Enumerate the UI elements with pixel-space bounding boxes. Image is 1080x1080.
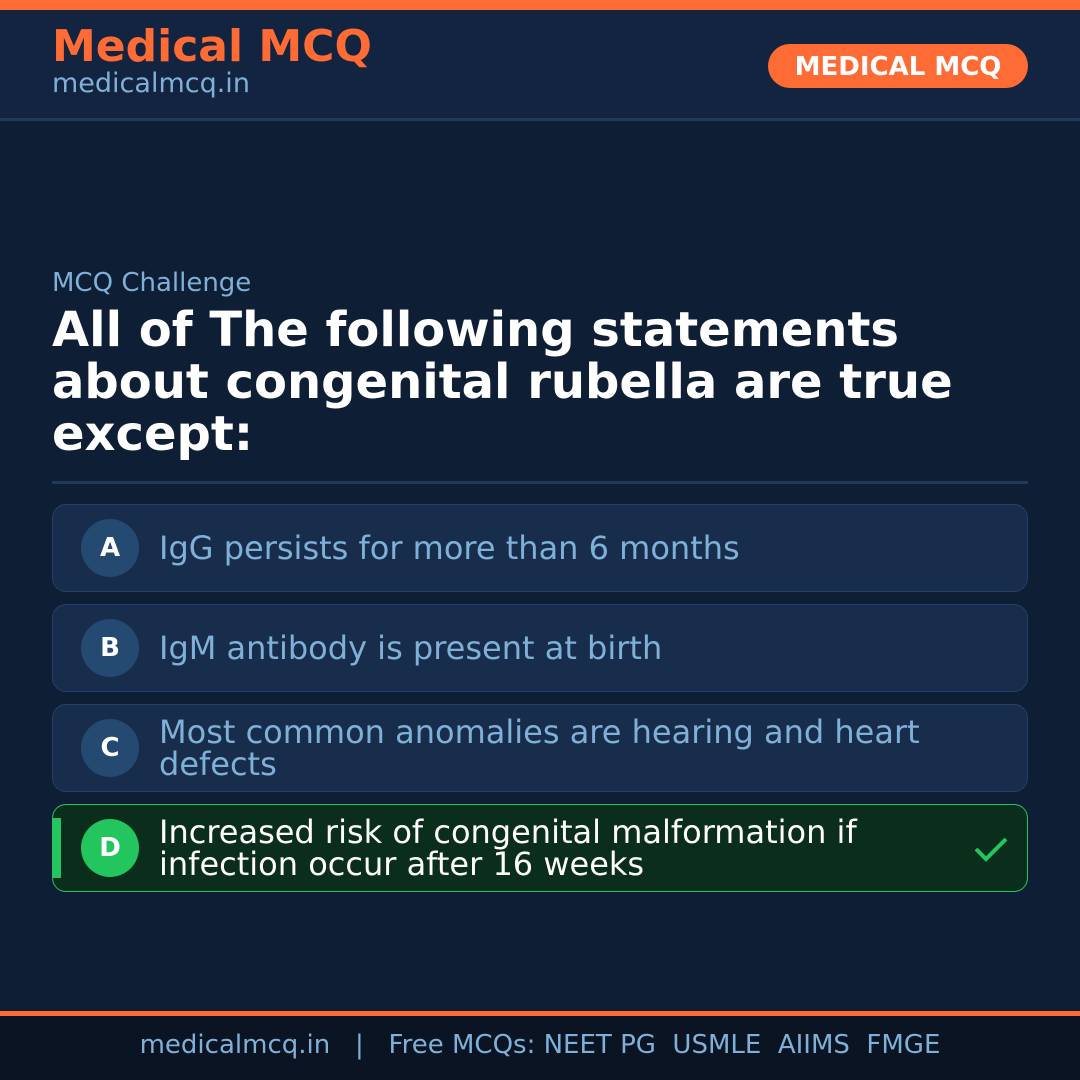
option-c[interactable]: C Most common anomalies are hearing and …	[52, 704, 1028, 792]
option-b[interactable]: B IgM antibody is present at birth	[52, 604, 1028, 692]
category-badge: MEDICAL MCQ	[768, 44, 1028, 88]
question-label: MCQ Challenge	[52, 268, 252, 298]
top-accent-bar	[0, 0, 1080, 10]
option-letter: C	[81, 719, 139, 777]
divider	[52, 481, 1028, 484]
correct-indicator-bar	[53, 818, 61, 878]
option-letter: A	[81, 519, 139, 577]
option-letter: B	[81, 619, 139, 677]
footer-text: medicalmcq.in | Free MCQs: NEET PG USMLE…	[0, 1016, 1080, 1080]
option-text: IgM antibody is present at birth	[159, 629, 663, 667]
option-text: IgG persists for more than 6 months	[159, 529, 740, 567]
question-text: All of The following statements about co…	[52, 302, 953, 462]
option-a[interactable]: A IgG persists for more than 6 months	[52, 504, 1028, 592]
brand-title: Medical MCQ	[52, 21, 372, 72]
check-icon	[973, 831, 1009, 867]
option-text: Increased risk of congenital malformatio…	[159, 813, 857, 883]
header: Medical MCQ medicalmcq.in MEDICAL MCQ	[0, 10, 1080, 121]
footer-accent-line	[0, 1011, 1080, 1016]
option-letter: D	[81, 819, 139, 877]
option-text: Most common anomalies are hearing and he…	[159, 713, 920, 783]
option-d-correct[interactable]: D Increased risk of congenital malformat…	[52, 804, 1028, 892]
site-url: medicalmcq.in	[52, 68, 250, 99]
